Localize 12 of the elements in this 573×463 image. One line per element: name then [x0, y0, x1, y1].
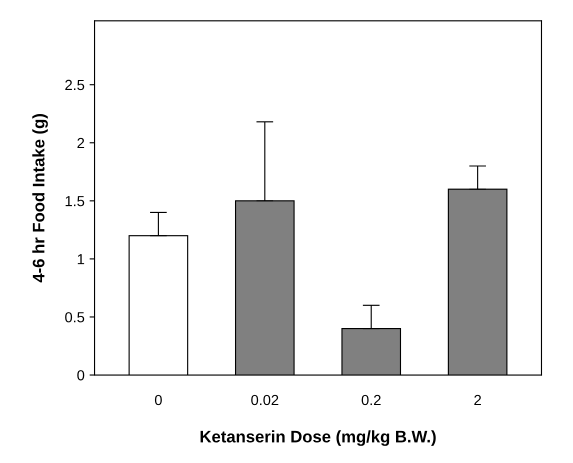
y-tick-label: 0 [77, 370, 84, 380]
y-tick-label: 0.5 [65, 312, 84, 322]
y-tick-label: 2 [77, 138, 84, 148]
y-tick-label: 1.5 [66, 196, 84, 206]
y-axis-title: 4-6 hr Food Intake (g) [32, 114, 48, 282]
y-tick-label: 2.5 [65, 80, 84, 90]
x-tick-label: 0.02 [251, 394, 278, 406]
x-tick-label: 0.2 [362, 394, 381, 406]
x-tick-label: 2 [474, 394, 481, 406]
y-tick-label: 1 [78, 254, 84, 264]
x-tick-label: 0 [154, 394, 162, 406]
x-axis-title: Ketanserin Dose (mg/kg B.W.) [200, 430, 436, 446]
